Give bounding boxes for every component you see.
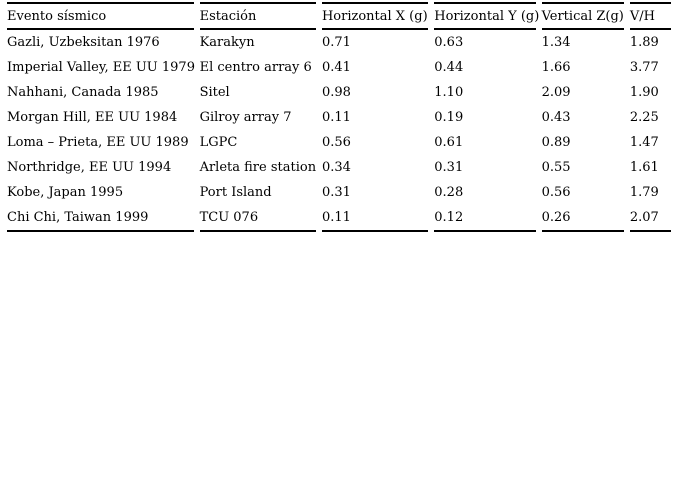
vertical-z-cell: 0.89 <box>541 135 571 150</box>
event-cell: Chi Chi, Taiwan 1999 <box>7 205 194 232</box>
vh-ratio-cell: 1.90 <box>629 85 659 100</box>
horizontal-y-cell: 0.31 <box>434 160 464 175</box>
horizontal-x-cell: 0.56 <box>321 135 351 150</box>
vertical-z-cell: 0.26 <box>541 205 624 232</box>
col-header-horizontal-y: Horizontal Y (g) <box>434 2 539 30</box>
horizontal-y-cell: 0.28 <box>434 185 464 200</box>
vh-ratio-cell: 1.61 <box>629 160 659 175</box>
col-header-horizontal-x: Horizontal X (g) <box>321 2 429 30</box>
vh-ratio-cell: 2.07 <box>629 205 671 232</box>
table-row: Imperial Valley, EE UU 1979 El centro ar… <box>7 55 671 80</box>
station-cell: Sitel <box>199 85 230 100</box>
station-cell: TCU 076 <box>199 205 316 232</box>
vh-ratio-cell: 1.79 <box>629 185 659 200</box>
event-cell: Imperial Valley, EE UU 1979 <box>7 60 195 75</box>
table-row: Morgan Hill, EE UU 1984 Gilroy array 7 0… <box>7 105 671 130</box>
station-cell: LGPC <box>199 135 238 150</box>
station-cell: Port Island <box>199 185 272 200</box>
horizontal-x-cell: 0.11 <box>321 110 351 125</box>
horizontal-x-cell: 0.34 <box>321 160 351 175</box>
seismic-events-table: Evento sísmico Estación Horizontal X (g)… <box>1 2 677 232</box>
vh-ratio-cell: 1.47 <box>629 135 659 150</box>
vh-ratio-cell: 2.25 <box>629 110 659 125</box>
horizontal-x-cell: 0.71 <box>321 35 351 50</box>
table-row: Chi Chi, Taiwan 1999 TCU 076 0.11 0.12 0… <box>7 205 671 232</box>
table-row: Loma – Prieta, EE UU 1989 LGPC 0.56 0.61… <box>7 130 671 155</box>
table-row: Nahhani, Canada 1985 Sitel 0.98 1.10 2.0… <box>7 80 671 105</box>
table-row: Kobe, Japan 1995 Port Island 0.31 0.28 0… <box>7 180 671 205</box>
header-row: Evento sísmico Estación Horizontal X (g)… <box>7 2 671 30</box>
table-row: Northridge, EE UU 1994 Arleta fire stati… <box>7 155 671 180</box>
horizontal-x-cell: 0.11 <box>321 205 429 232</box>
horizontal-x-cell: 0.31 <box>321 185 351 200</box>
horizontal-x-cell: 0.98 <box>321 85 351 100</box>
horizontal-y-cell: 0.19 <box>434 110 464 125</box>
vertical-z-cell: 1.34 <box>541 35 571 50</box>
station-cell: El centro array 6 <box>199 60 312 75</box>
vh-ratio-cell: 1.89 <box>629 35 659 50</box>
vertical-z-cell: 0.55 <box>541 160 571 175</box>
col-header-vertical-z: Vertical Z(g) <box>541 2 624 30</box>
horizontal-y-cell: 0.63 <box>434 35 464 50</box>
vertical-z-cell: 0.56 <box>541 185 571 200</box>
horizontal-y-cell: 0.61 <box>434 135 464 150</box>
station-cell: Gilroy array 7 <box>199 110 292 125</box>
station-cell: Karakyn <box>199 35 255 50</box>
event-cell: Northridge, EE UU 1994 <box>7 160 172 175</box>
event-cell: Kobe, Japan 1995 <box>7 185 124 200</box>
horizontal-y-cell: 0.44 <box>434 60 464 75</box>
horizontal-y-cell: 0.12 <box>434 205 536 232</box>
event-cell: Gazli, Uzbeksitan 1976 <box>7 35 160 50</box>
event-cell: Morgan Hill, EE UU 1984 <box>7 110 178 125</box>
col-header-estacion: Estación <box>199 2 316 30</box>
horizontal-x-cell: 0.41 <box>321 60 351 75</box>
vertical-z-cell: 0.43 <box>541 110 571 125</box>
table-row: Gazli, Uzbeksitan 1976 Karakyn 0.71 0.63… <box>7 30 671 55</box>
col-header-evento-sismico: Evento sísmico <box>7 2 194 30</box>
col-header-vh-ratio: V/H <box>629 2 671 30</box>
vertical-z-cell: 2.09 <box>541 85 571 100</box>
event-cell: Loma – Prieta, EE UU 1989 <box>7 135 189 150</box>
station-cell: Arleta fire station <box>199 160 317 175</box>
horizontal-y-cell: 1.10 <box>434 85 464 100</box>
vh-ratio-cell: 3.77 <box>629 60 659 75</box>
event-cell: Nahhani, Canada 1985 <box>7 85 159 100</box>
vertical-z-cell: 1.66 <box>541 60 571 75</box>
